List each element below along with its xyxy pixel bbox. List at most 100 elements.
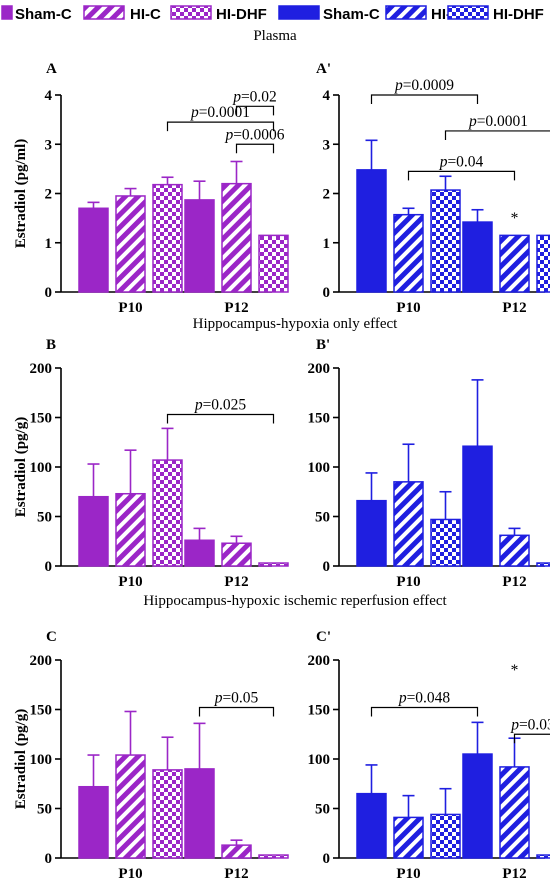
p-value-label: p=0.0001 xyxy=(468,113,528,130)
bar-hi-dhf-p12 xyxy=(536,854,550,859)
x-tick-label: P12 xyxy=(224,574,248,590)
bar-hi-c-p12 xyxy=(221,844,252,859)
bar-sham-c-p10 xyxy=(356,169,387,293)
bar-hi-c-p10 xyxy=(393,816,424,859)
panel-label: A xyxy=(46,61,57,77)
bar-hi-dhf-p12 xyxy=(258,234,289,293)
p-value-label: p=0.04 xyxy=(439,153,484,170)
bar-hi-dhf-p10 xyxy=(430,518,461,567)
chart-panel-B: B Estradiol (pg/g) 0 50 100 150 200 P10 P12 p=0.0… xyxy=(13,337,289,590)
legend-item-sham-c-purple: Sham-C xyxy=(1,5,72,23)
significance-bracket xyxy=(444,130,550,140)
y-tick-label: 0 xyxy=(323,285,331,301)
y-axis-label: Estradiol (pg/g) xyxy=(13,709,29,809)
panel-label: C' xyxy=(316,629,331,645)
legend-swatch xyxy=(1,5,13,20)
significance-bracket xyxy=(513,733,550,744)
x-tick-label: P12 xyxy=(502,300,526,316)
bar-sham-c-p10 xyxy=(356,792,387,859)
p-value-label: p=0.025 xyxy=(194,397,247,414)
significance-bracket xyxy=(370,94,479,104)
y-tick-label: 200 xyxy=(30,653,53,669)
legend-swatch xyxy=(170,5,212,20)
y-tick-label: 200 xyxy=(30,361,53,377)
legend-label: Sham-C xyxy=(323,6,380,23)
legend-item-hi-dhf-purple: HI-DHF xyxy=(170,5,267,23)
p-value-label: p=0.02 xyxy=(232,88,277,105)
bar-hi-c-p12 xyxy=(499,766,530,859)
legend-item-hi-c-purple: HI-C xyxy=(83,5,161,23)
x-tick-label: P12 xyxy=(224,300,248,316)
x-tick-label: P10 xyxy=(396,300,420,316)
x-tick-label: P12 xyxy=(502,866,526,882)
x-tick-label: P12 xyxy=(224,866,248,882)
p-value-label: p=0.0001 xyxy=(190,104,250,121)
y-tick-label: 0 xyxy=(45,851,53,867)
significance-bracket xyxy=(198,706,275,717)
y-tick-label: 150 xyxy=(308,703,331,719)
x-tick-label: P10 xyxy=(396,866,420,882)
legend-label: HI-DHF xyxy=(216,6,267,23)
x-tick-label: P10 xyxy=(118,300,142,316)
bar-sham-c-p12 xyxy=(462,445,493,567)
bar-hi-c-p10 xyxy=(115,195,146,293)
panel-label: A' xyxy=(316,61,331,77)
y-tick-label: 2 xyxy=(45,187,53,203)
y-tick-label: 0 xyxy=(45,285,53,301)
y-tick-label: 0 xyxy=(45,559,53,575)
bar-hi-c-p12 xyxy=(499,234,530,293)
bar-hi-dhf-p12 xyxy=(536,234,550,293)
p-value-label: p=0.0006 xyxy=(224,126,284,143)
bar-sham-c-p12 xyxy=(184,199,215,293)
p-value-label: p=0.05 xyxy=(214,690,259,707)
p-value-label: p=0.048 xyxy=(398,690,451,707)
bar-hi-dhf-p12 xyxy=(258,854,289,859)
legend-label: HI-C xyxy=(130,6,161,23)
bar-sham-c-p10 xyxy=(78,785,109,859)
y-tick-label: 0 xyxy=(323,851,331,867)
legend-item-hi-dhf-blue: HI-DHF xyxy=(447,5,544,23)
legend: Sham-C HI-C HI-DHF Sham-C HI-C HI-DHF xyxy=(1,5,544,23)
legend-item-sham-c-blue: Sham-C xyxy=(278,5,380,23)
bar-hi-c-p12 xyxy=(499,534,530,567)
bar-hi-dhf-p10 xyxy=(152,769,183,859)
y-tick-label: 200 xyxy=(308,361,331,377)
x-tick-label: P10 xyxy=(396,574,420,590)
significance-bracket xyxy=(235,105,275,116)
x-tick-label: P10 xyxy=(118,574,142,590)
y-tick-label: 150 xyxy=(308,411,331,427)
significance-bracket xyxy=(407,170,516,181)
y-tick-label: 3 xyxy=(323,137,331,153)
chart-panel-C-prime: C' 0 50 100 150 200 P10 P12 p=0.048 p=0.03 * xyxy=(308,629,550,882)
bar-sham-c-p10 xyxy=(356,499,387,567)
legend-label: HI-DHF xyxy=(493,6,544,23)
chart-panel-A-prime: A' 0 1 2 3 4 P10 P12 p=0.0009 p=0.0001 p=0.04 * xyxy=(316,61,550,316)
y-tick-label: 100 xyxy=(308,752,331,768)
significance-bracket xyxy=(235,143,275,154)
y-tick-label: 0 xyxy=(323,559,331,575)
significance-bracket xyxy=(370,706,479,717)
y-tick-label: 100 xyxy=(308,460,331,476)
p-value-label: p=0.0009 xyxy=(394,77,454,94)
bar-hi-c-p12 xyxy=(221,182,252,293)
y-axis-label: Estradiol (pg/g) xyxy=(13,417,29,517)
section-title-reperfusion: Hippocampus-hypoxic ischemic reperfusion… xyxy=(143,593,447,609)
bar-hi-dhf-p10 xyxy=(152,183,183,293)
bar-hi-dhf-p12 xyxy=(258,562,289,567)
panel-label: C xyxy=(46,629,57,645)
bar-sham-c-p12 xyxy=(462,753,493,859)
x-tick-label: P10 xyxy=(118,866,142,882)
chart-panel-B-prime: B' 0 50 100 150 200 P10 P12 xyxy=(308,337,550,590)
bar-hi-dhf-p10 xyxy=(430,813,461,859)
y-tick-label: 4 xyxy=(45,88,53,104)
p-value-label: p=0.03 xyxy=(510,716,550,733)
bar-hi-dhf-p10 xyxy=(430,189,461,293)
y-tick-label: 150 xyxy=(30,411,53,427)
y-tick-label: 100 xyxy=(30,460,53,476)
significance-bracket xyxy=(166,413,275,424)
bar-hi-c-p10 xyxy=(115,492,146,567)
bar-hi-c-p12 xyxy=(221,542,252,567)
y-tick-label: 50 xyxy=(315,510,330,526)
